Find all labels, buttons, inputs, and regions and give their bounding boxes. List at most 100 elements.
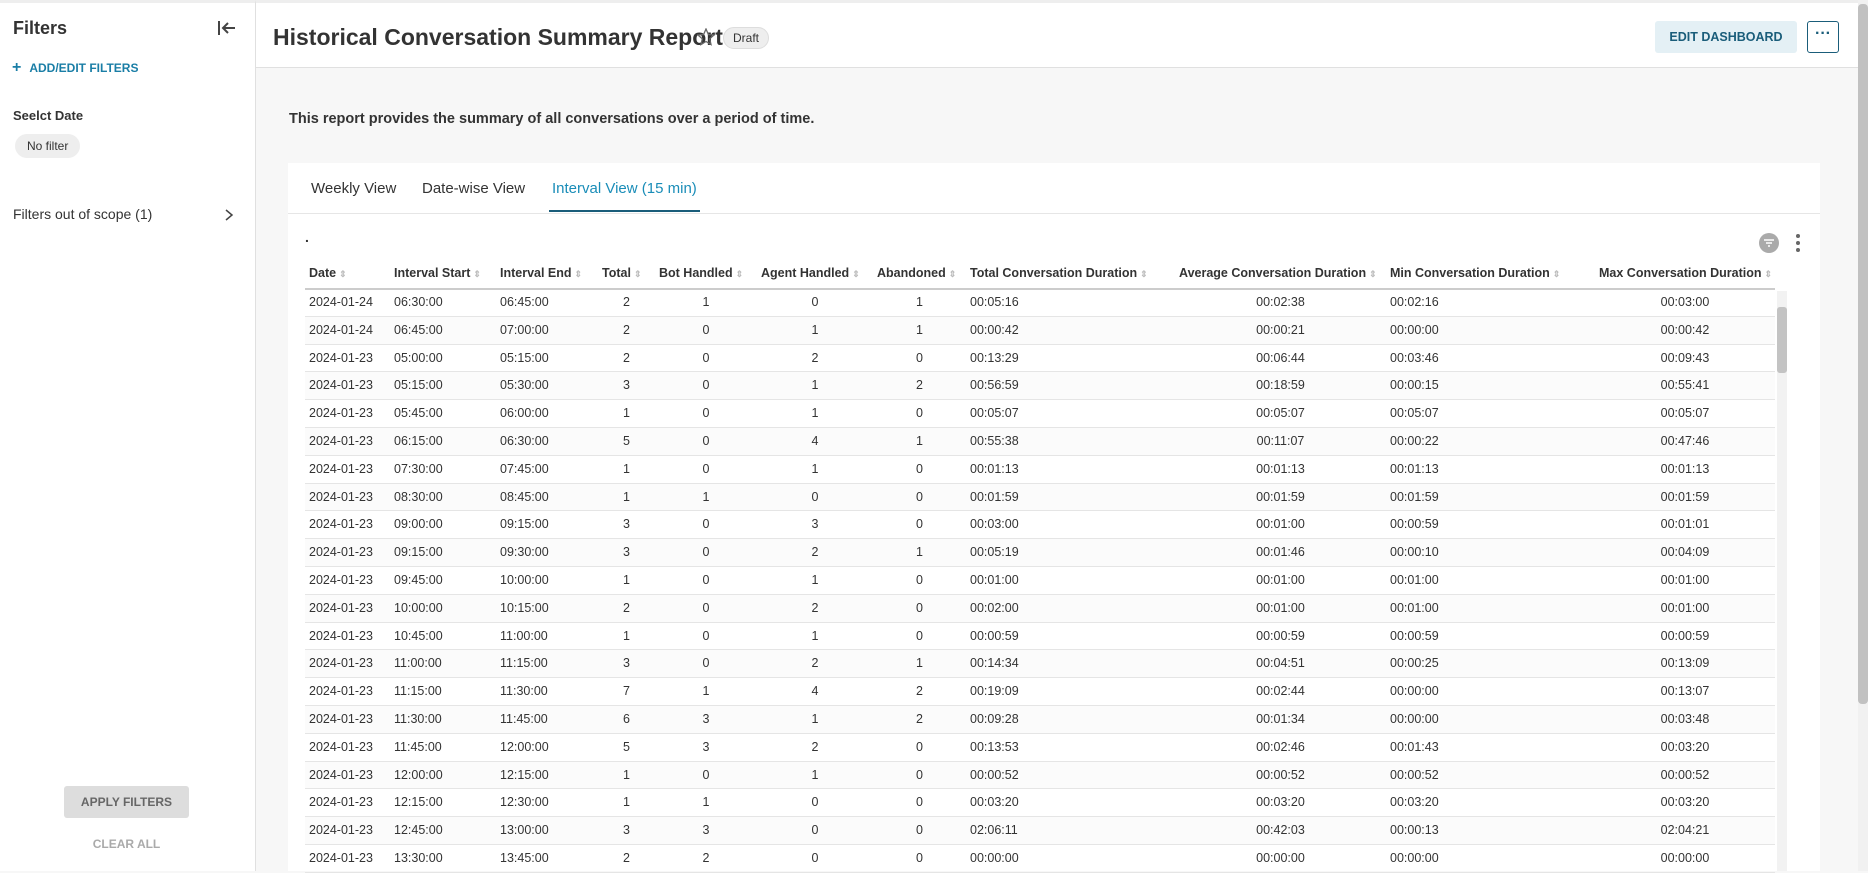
tab[interactable]: Weekly View — [308, 180, 399, 210]
star-icon[interactable] — [697, 28, 715, 46]
cell: 00:01:00 — [1179, 511, 1382, 539]
cell: 00:42:03 — [1179, 817, 1382, 845]
cell: 2 — [602, 845, 651, 873]
filter-value[interactable]: No filter — [15, 134, 80, 158]
cell: 0 — [659, 511, 753, 539]
more-menu[interactable]: ··· — [1807, 21, 1839, 53]
cell: 11:00:00 — [394, 650, 492, 678]
column-header[interactable]: Bot Handled⇕ — [659, 257, 743, 289]
clear-all[interactable]: CLEAR ALL — [64, 837, 189, 851]
cell: 0 — [877, 345, 962, 373]
cell: 0 — [659, 650, 753, 678]
cell: 00:01:13 — [970, 456, 1171, 484]
column-label: Total — [602, 266, 631, 280]
cell: 0 — [877, 734, 962, 762]
cell: 00:02:38 — [1179, 289, 1382, 317]
cell: 11:30:00 — [500, 678, 594, 706]
sort-icon[interactable]: ⇕ — [1140, 269, 1148, 279]
cell: 02:04:21 — [1599, 817, 1771, 845]
sort-icon[interactable]: ⇕ — [736, 269, 744, 279]
cell: 0 — [877, 511, 962, 539]
cell: 2024-01-23 — [309, 678, 386, 706]
sort-icon[interactable]: ⇕ — [473, 269, 481, 279]
cell: 7 — [602, 678, 651, 706]
edit-dashboard[interactable]: EDIT DASHBOARD — [1655, 21, 1797, 53]
column-label: Agent Handled — [761, 266, 849, 280]
cell: 1 — [602, 456, 651, 484]
cell: 2024-01-23 — [309, 650, 386, 678]
column-header[interactable]: Total⇕ — [602, 257, 641, 289]
apply-filters[interactable]: APPLY FILTERS — [64, 786, 189, 818]
column-header[interactable]: Min Conversation Duration⇕ — [1390, 257, 1560, 289]
cell: 1 — [761, 567, 869, 595]
cell: 05:00:00 — [394, 345, 492, 373]
column-label: Interval Start — [394, 266, 470, 280]
cell: 05:45:00 — [394, 400, 492, 428]
collapse-icon[interactable] — [217, 19, 237, 37]
cell: 00:55:41 — [1599, 372, 1771, 400]
cell: 12:30:00 — [500, 789, 594, 817]
cell: 0 — [761, 484, 869, 512]
cell: 00:55:38 — [970, 428, 1171, 456]
tab[interactable]: Date-wise View — [419, 180, 528, 210]
cell: 0 — [659, 762, 753, 790]
column-header[interactable]: Agent Handled⇕ — [761, 257, 860, 289]
cell: 00:09:43 — [1599, 345, 1771, 373]
cell: 1 — [761, 623, 869, 651]
cell: 11:45:00 — [394, 734, 492, 762]
cell: 00:01:00 — [970, 567, 1171, 595]
description: This report provides the summary of all … — [289, 111, 814, 127]
cell: 10:15:00 — [500, 595, 594, 623]
sort-icon[interactable]: ⇕ — [949, 269, 957, 279]
cell: 00:00:00 — [1179, 845, 1382, 873]
column-header[interactable]: Interval Start⇕ — [394, 257, 481, 289]
cell: 00:03:48 — [1599, 706, 1771, 734]
column-header[interactable]: Date⇕ — [309, 257, 347, 289]
column-header[interactable]: Total Conversation Duration⇕ — [970, 257, 1148, 289]
cell: 00:01:00 — [1599, 567, 1771, 595]
cell: 11:15:00 — [500, 650, 594, 678]
table-tools[interactable] — [1758, 231, 1813, 255]
column-header[interactable]: Average Conversation Duration⇕ — [1179, 257, 1377, 289]
cell: 00:00:52 — [1599, 762, 1771, 790]
cell: 1 — [659, 678, 753, 706]
draft-badge: Draft — [723, 27, 769, 49]
sort-icon[interactable]: ⇕ — [634, 269, 642, 279]
column-header[interactable]: Max Conversation Duration⇕ — [1599, 257, 1772, 289]
sort-icon[interactable]: ⇕ — [575, 269, 583, 279]
cell: 00:00:59 — [970, 623, 1171, 651]
cell: 00:01:43 — [1390, 734, 1591, 762]
column-header[interactable]: Abandoned⇕ — [877, 257, 956, 289]
add-filters[interactable]: +ADD/EDIT FILTERS — [12, 59, 138, 77]
cell: 2024-01-23 — [309, 706, 386, 734]
cell: 12:15:00 — [394, 789, 492, 817]
out-of-scope[interactable]: Filters out of scope (1) — [13, 206, 152, 222]
scroll-thumb[interactable] — [1777, 307, 1787, 373]
tab-panel: Weekly View Date-wise View Interval View (… — [288, 163, 1820, 871]
column-header[interactable]: Interval End⇕ — [500, 257, 582, 289]
cell: 00:05:16 — [970, 289, 1171, 317]
cell: 00:01:13 — [1390, 456, 1591, 484]
cell: 00:01:00 — [1390, 567, 1591, 595]
sort-icon[interactable]: ⇕ — [1765, 269, 1773, 279]
cell: 0 — [877, 484, 962, 512]
cell: 10:00:00 — [500, 567, 594, 595]
cell: 0 — [877, 817, 962, 845]
sort-icon[interactable]: ⇕ — [339, 269, 347, 279]
cell: 09:15:00 — [394, 539, 492, 567]
cell: 0 — [761, 789, 869, 817]
cell: 00:14:34 — [970, 650, 1171, 678]
sort-icon[interactable]: ⇕ — [1369, 269, 1377, 279]
cell: 2024-01-23 — [309, 372, 386, 400]
cell: 2024-01-24 — [309, 317, 386, 345]
tab[interactable]: Interval View (15 min) — [549, 180, 700, 212]
cell: 5 — [602, 734, 651, 762]
page-scroll-thumb[interactable] — [1858, 4, 1868, 704]
cell: 1 — [877, 539, 962, 567]
cell: 6 — [602, 706, 651, 734]
sort-icon[interactable]: ⇕ — [1553, 269, 1561, 279]
sort-icon[interactable]: ⇕ — [852, 269, 860, 279]
cell: 1 — [761, 706, 869, 734]
cell: 00:00:00 — [1599, 845, 1771, 873]
